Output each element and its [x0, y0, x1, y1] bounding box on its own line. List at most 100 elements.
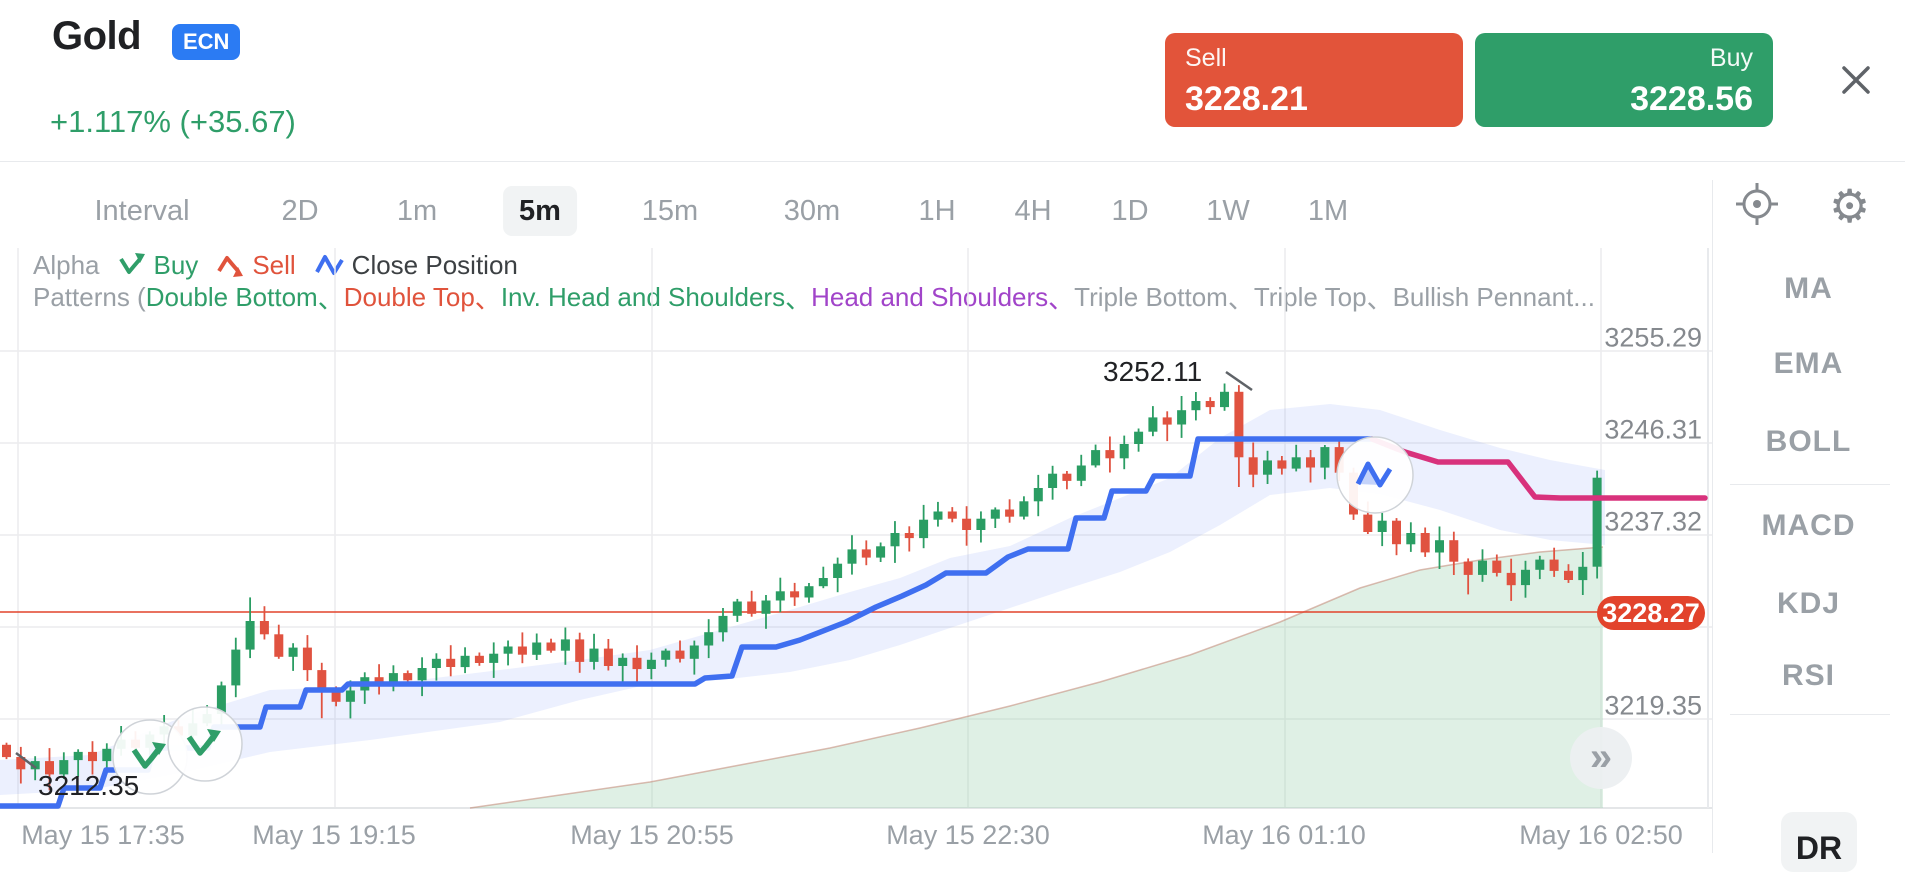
- candle: [575, 632, 585, 673]
- sell-button-label: Sell: [1185, 44, 1227, 72]
- candle: [1492, 554, 1502, 577]
- tab-interval-5m[interactable]: 5m: [503, 186, 577, 236]
- candle: [847, 535, 857, 575]
- candlestick-chart[interactable]: »: [0, 0, 1712, 853]
- tab-interval-1H[interactable]: 1H: [918, 195, 956, 227]
- patterns-legend: Patterns (Double Bottom、 Double Top、 Inv. …: [33, 281, 1595, 314]
- candle: [1048, 465, 1058, 500]
- candle: [1019, 496, 1029, 520]
- tab-interval-2D[interactable]: 2D: [281, 195, 319, 227]
- gear-icon[interactable]: ⚙: [1829, 180, 1871, 232]
- tab-interval-1D[interactable]: 1D: [1111, 195, 1149, 227]
- candle: [59, 752, 69, 779]
- candle: [1578, 552, 1588, 595]
- close-icon[interactable]: [1834, 58, 1878, 102]
- account-type-badge: ECN: [172, 24, 241, 60]
- pattern-separator: 、: [1048, 283, 1075, 314]
- candle: [675, 640, 685, 663]
- price-change: +1.117% (+35.67): [50, 104, 296, 139]
- candle: [460, 647, 470, 674]
- sidebar-item-partial[interactable]: DR: [1781, 812, 1857, 872]
- sidebar-divider: [1712, 180, 1713, 853]
- buy-button[interactable]: Buy 3228.56: [1475, 33, 1773, 127]
- y-axis-label: 3237.32: [1604, 506, 1702, 537]
- legend-close-label: Close Position: [351, 249, 518, 280]
- candle: [704, 619, 714, 659]
- candle: [532, 633, 542, 660]
- sidebar-item-ema[interactable]: EMA: [1773, 347, 1844, 380]
- candle: [560, 627, 570, 665]
- candle: [546, 638, 556, 653]
- candle: [231, 637, 241, 698]
- candle: [1549, 547, 1559, 577]
- pattern-item: Inv. Head and Shoulders: [500, 281, 786, 312]
- sidebar-item-ma[interactable]: MA: [1784, 272, 1833, 305]
- candle: [1076, 454, 1086, 487]
- tab-interval-15m[interactable]: 15m: [641, 195, 699, 227]
- candle: [259, 606, 269, 640]
- buy-marker[interactable]: [167, 706, 243, 782]
- candle: [1463, 558, 1473, 595]
- candle: [1263, 450, 1272, 484]
- x-axis-label: May 15 19:15: [252, 820, 416, 850]
- tab-interval-4H[interactable]: 4H: [1014, 195, 1052, 227]
- sidebar-item-kdj[interactable]: KDJ: [1776, 587, 1840, 620]
- candle: [1291, 444, 1301, 472]
- close-position-icon: [314, 251, 346, 279]
- expand-chevron-button[interactable]: »: [1570, 727, 1632, 789]
- candle: [374, 664, 384, 695]
- candle: [474, 652, 484, 666]
- candle: [1134, 428, 1144, 452]
- candle: [1277, 456, 1287, 475]
- candle: [45, 748, 54, 791]
- close-position-marker[interactable]: [1336, 436, 1414, 514]
- candle: [16, 746, 26, 784]
- buy-price: 3228.56: [1630, 80, 1753, 118]
- candle: [1564, 564, 1573, 583]
- sell-button[interactable]: Sell 3228.21: [1165, 33, 1463, 127]
- candle: [1506, 558, 1516, 601]
- candle: [1592, 470, 1602, 579]
- legend-buy-label: Buy: [153, 249, 199, 280]
- candle: [1377, 512, 1387, 547]
- candle: [718, 608, 728, 642]
- sidebar-item-macd[interactable]: MACD: [1761, 509, 1856, 542]
- tab-interval-30m[interactable]: 30m: [783, 195, 841, 227]
- candle: [1521, 560, 1530, 598]
- candle: [1062, 471, 1072, 490]
- candle: [1234, 385, 1244, 487]
- legend-sell-label: Sell: [252, 249, 296, 280]
- pattern-item: Double Bottom: [145, 281, 318, 312]
- candle: [962, 506, 972, 546]
- candle: [646, 652, 656, 680]
- y-axis-label: 3219.35: [1604, 690, 1702, 721]
- candle: [904, 526, 914, 552]
- candle: [589, 633, 599, 670]
- candle: [288, 643, 298, 671]
- candle: [933, 501, 943, 527]
- sidebar-item-boll[interactable]: BOLL: [1765, 425, 1852, 458]
- candle: [618, 653, 628, 683]
- candle: [818, 566, 828, 589]
- candle: [503, 640, 513, 666]
- candle: [302, 635, 312, 681]
- candle: [431, 653, 441, 681]
- sidebar-item-rsi[interactable]: RSI: [1781, 659, 1835, 692]
- y-axis-label: 3246.31: [1604, 414, 1702, 445]
- tab-interval-1m[interactable]: 1m: [396, 195, 438, 227]
- crosshair-icon[interactable]: [1734, 181, 1780, 227]
- candle: [833, 557, 843, 593]
- tab-interval-1M[interactable]: 1M: [1307, 195, 1349, 227]
- candle: [732, 598, 742, 622]
- candle: [1162, 411, 1172, 442]
- candle: [1033, 474, 1043, 517]
- x-axis-label: May 15 22:30: [886, 820, 1050, 850]
- green-area-edge: [469, 546, 1604, 809]
- buy-arrow-icon: [118, 251, 148, 279]
- tab-interval-1W[interactable]: 1W: [1206, 195, 1250, 227]
- candle: [661, 648, 671, 667]
- alpha-label: Alpha: [33, 249, 100, 280]
- candle: [1535, 555, 1545, 580]
- current-price-badge: 3228.27: [1597, 596, 1705, 630]
- candle: [775, 577, 785, 613]
